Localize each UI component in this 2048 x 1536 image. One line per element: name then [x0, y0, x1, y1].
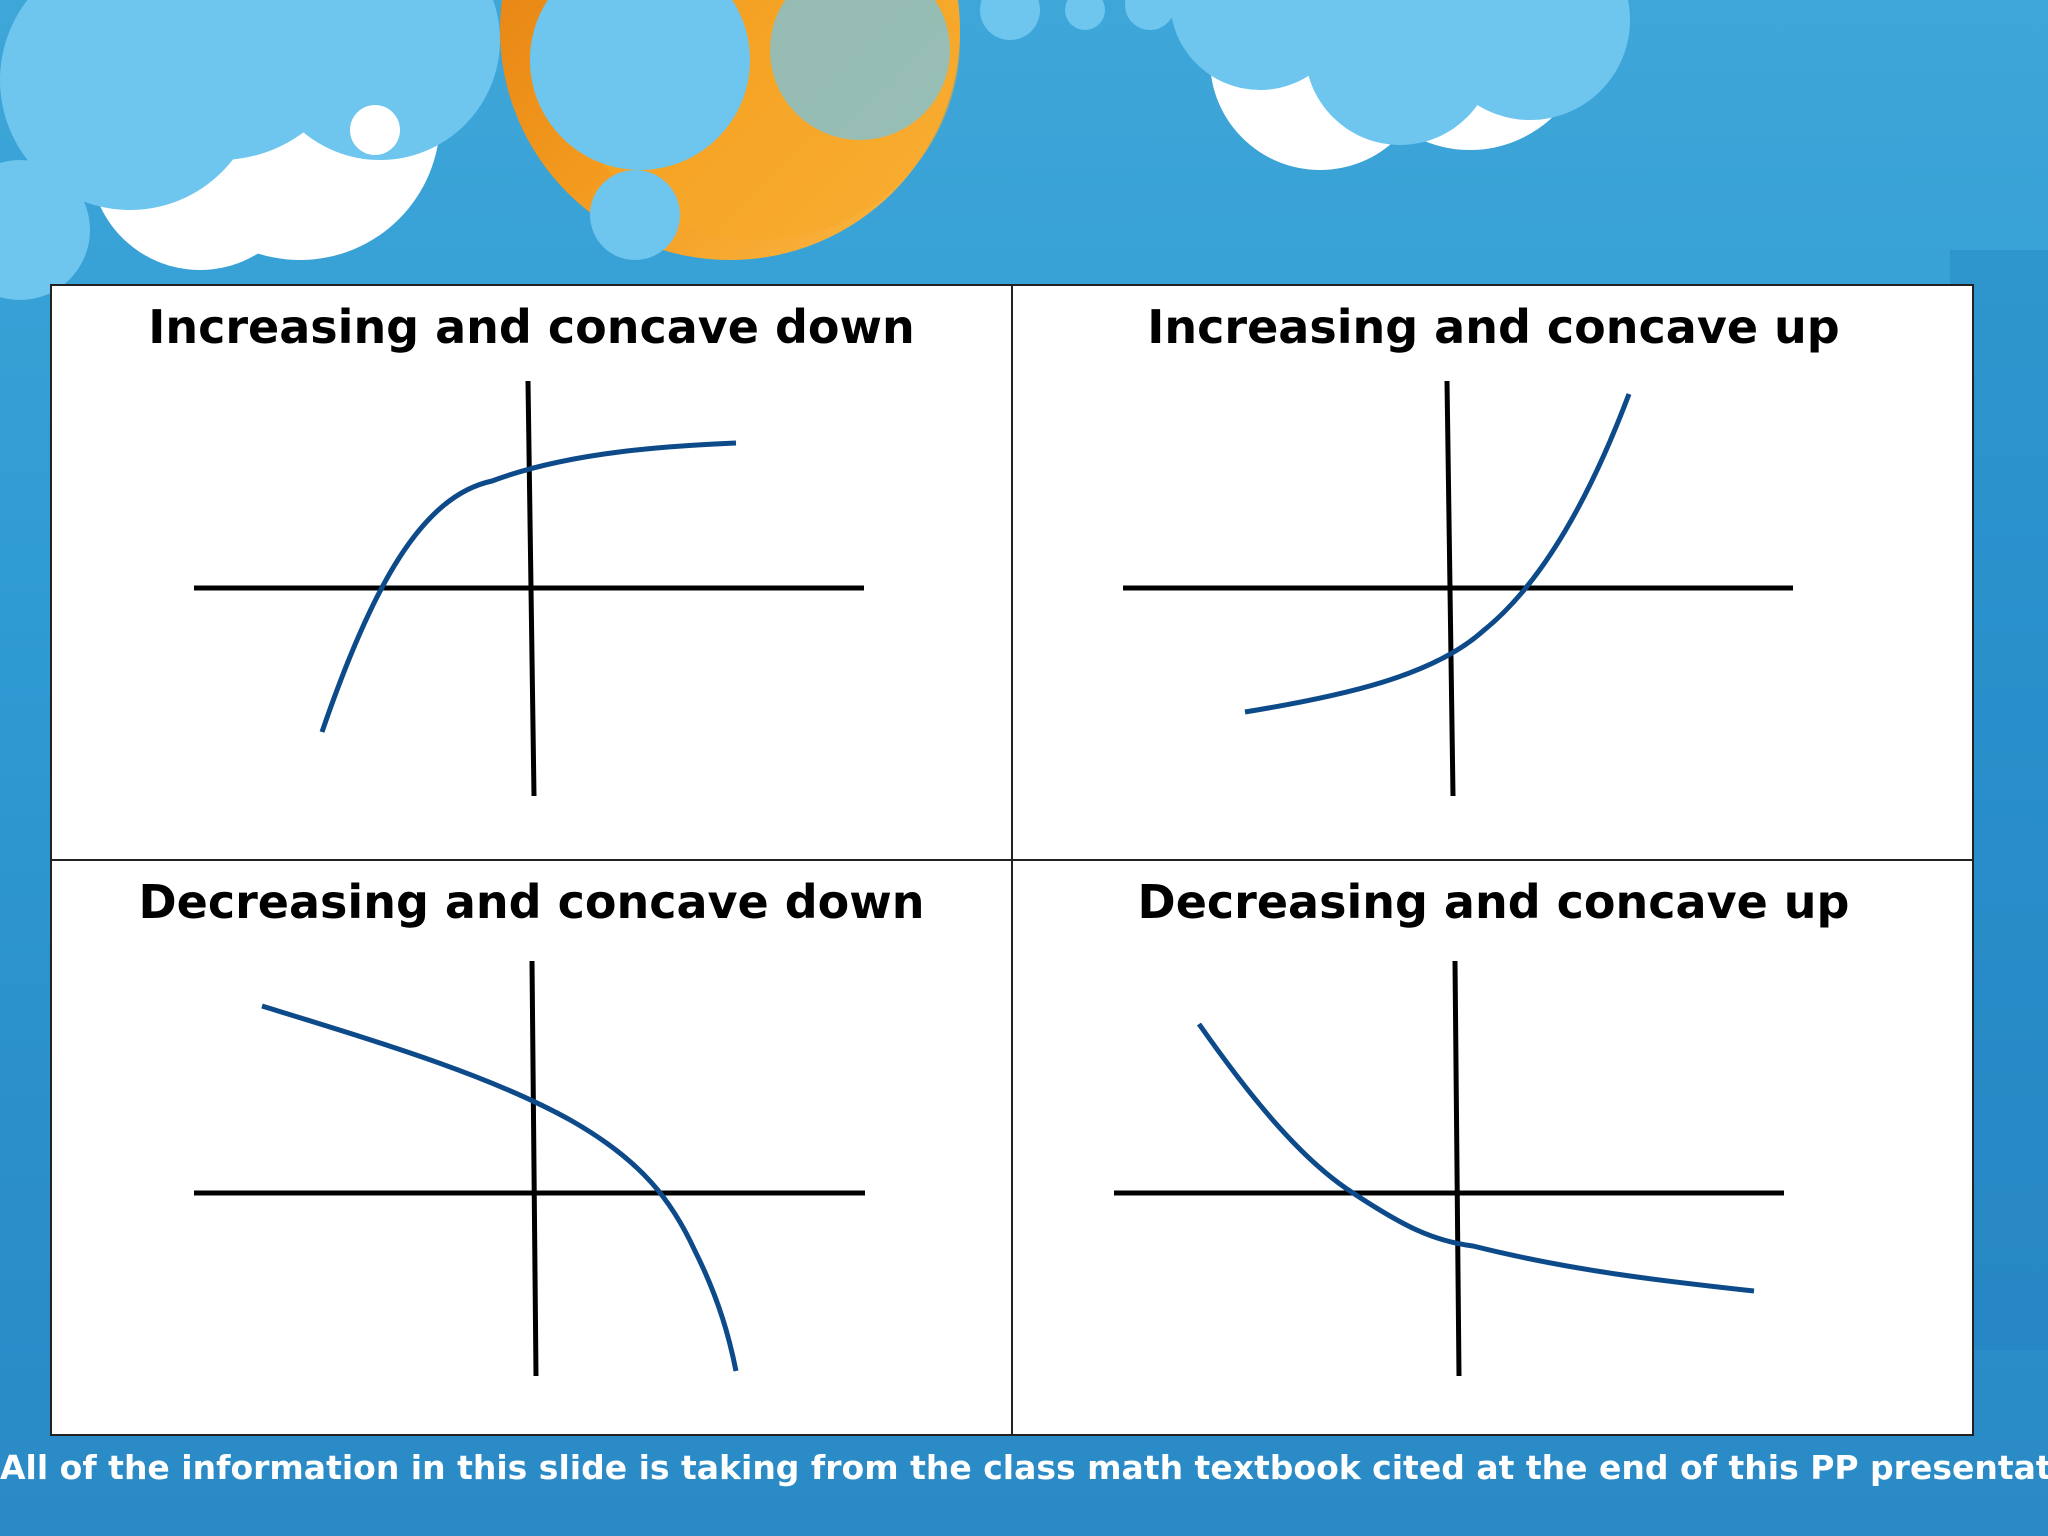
graph-increasing-concave-up: [1123, 380, 1793, 797]
function-curve: [1244, 393, 1632, 715]
panel-title: Decreasing and concave up: [1137, 875, 1850, 929]
y-axis: [1444, 380, 1456, 797]
graph-increasing-concave-down: [194, 380, 864, 797]
y-axis: [525, 380, 537, 797]
function-curve: [1196, 1022, 1755, 1294]
graph-decreasing-concave-up: [1114, 960, 1784, 1377]
panel-decreasing-concave-down: Decreasing and concave down: [52, 861, 1013, 1436]
function-curve: [261, 1003, 739, 1372]
graph-decreasing-concave-down: [194, 960, 865, 1377]
quadrant-grid: Increasing and concave down Increasing a…: [50, 284, 1974, 1436]
footer-note: All of the information in this slide is …: [0, 1448, 2048, 1487]
panel-title: Increasing and concave up: [1147, 300, 1840, 354]
panel-decreasing-concave-up: Decreasing and concave up: [1013, 861, 1974, 1436]
function-curve: [319, 440, 737, 733]
panel-title: Increasing and concave down: [148, 300, 915, 354]
cloud-icon: [0, 0, 1175, 300]
y-axis: [529, 960, 539, 1377]
y-axis: [1452, 960, 1462, 1377]
panel-increasing-concave-up: Increasing and concave up: [1013, 286, 1974, 861]
cloud-icon: [1170, 0, 1630, 170]
panel-increasing-concave-down: Increasing and concave down: [52, 286, 1013, 861]
panel-title: Decreasing and concave down: [138, 875, 925, 929]
